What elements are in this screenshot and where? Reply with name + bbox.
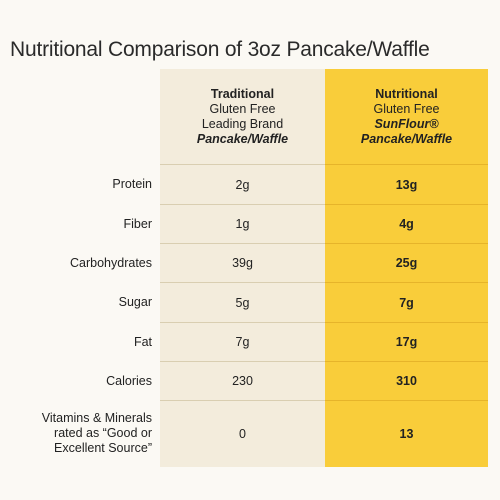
label-line: Excellent Source” xyxy=(54,441,152,455)
traditional-column-header: Traditional Gluten Free Leading Brand Pa… xyxy=(160,69,325,164)
sunflour-header-line: Gluten Free xyxy=(373,101,440,116)
label-line: rated as “Good or xyxy=(54,426,152,440)
sunflour-header-line: Nutritional xyxy=(375,86,438,101)
sunflour-value: 4g xyxy=(325,204,488,243)
sunflour-value: 13 xyxy=(325,400,488,467)
traditional-value: 39g xyxy=(160,243,325,282)
traditional-header-line: Traditional xyxy=(210,86,275,101)
traditional-header-line: Gluten Free xyxy=(209,101,276,116)
sunflour-value: 25g xyxy=(325,243,488,282)
traditional-value: 2g xyxy=(160,164,325,204)
label-line: Vitamins & Minerals xyxy=(41,411,152,425)
row-label-fiber: Fiber xyxy=(10,204,160,243)
sunflour-header-line: SunFlour® xyxy=(374,116,439,131)
row-label-protein: Protein xyxy=(10,164,160,204)
sunflour-header-line: Pancake/Waffle xyxy=(360,131,453,146)
row-label-carbohydrates: Carbohydrates xyxy=(10,243,160,282)
row-label-vitamins-minerals: Vitamins & Minerals rated as “Good or Ex… xyxy=(10,400,160,467)
row-label-sugar: Sugar xyxy=(10,282,160,322)
row-label-calories: Calories xyxy=(10,361,160,400)
row-label-fat: Fat xyxy=(10,322,160,361)
traditional-value: 7g xyxy=(160,322,325,361)
sunflour-value: 13g xyxy=(325,164,488,204)
traditional-value: 5g xyxy=(160,282,325,322)
traditional-header-line: Leading Brand xyxy=(201,116,284,131)
traditional-value: 0 xyxy=(160,400,325,467)
sunflour-value: 17g xyxy=(325,322,488,361)
table-corner xyxy=(10,69,160,164)
traditional-value: 230 xyxy=(160,361,325,400)
sunflour-value: 310 xyxy=(325,361,488,400)
traditional-header-line: Pancake/Waffle xyxy=(196,131,289,146)
sunflour-column-header: Nutritional Gluten Free SunFlour® Pancak… xyxy=(325,69,488,164)
traditional-value: 1g xyxy=(160,204,325,243)
comparison-table: Traditional Gluten Free Leading Brand Pa… xyxy=(10,69,488,467)
page-title: Nutritional Comparison of 3oz Pancake/Wa… xyxy=(10,38,430,61)
sunflour-value: 7g xyxy=(325,282,488,322)
